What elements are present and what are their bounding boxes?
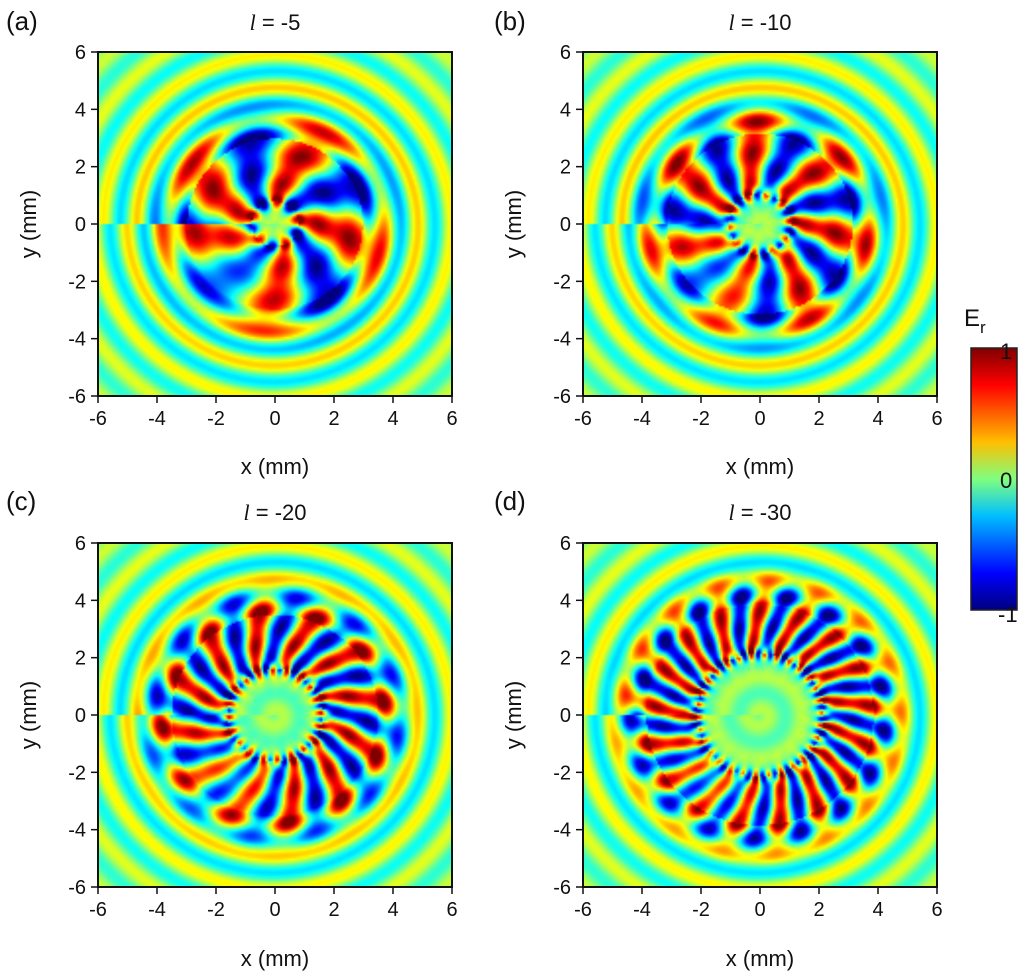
y-tick-label: -2	[553, 271, 571, 293]
colorbar-tick-label: 0	[1000, 468, 1012, 493]
y-tick-label: -6	[553, 877, 571, 899]
x-tick-label: -2	[207, 899, 225, 921]
heatmap-image	[583, 52, 937, 396]
x-tick-label: -2	[207, 408, 225, 430]
x-tick-label: 2	[328, 899, 339, 921]
x-tick-label: -6	[89, 899, 107, 921]
x-tick-label: 2	[328, 408, 339, 430]
y-tick-label: -4	[553, 820, 571, 842]
panel-title: l = -10	[729, 10, 792, 35]
y-tick-label: 2	[560, 157, 571, 179]
colorbar-gradient	[970, 347, 1018, 611]
x-tick-label: -6	[89, 408, 107, 430]
colorbar-title: Er	[964, 305, 986, 337]
x-tick-label: 4	[387, 899, 398, 921]
y-axis-label: y (mm)	[16, 190, 41, 258]
x-tick-label: -6	[574, 408, 592, 430]
y-tick-label: -6	[68, 386, 86, 408]
heatmap-image	[583, 543, 937, 887]
y-tick-label: -2	[68, 271, 86, 293]
y-tick-label: 6	[75, 42, 86, 64]
y-tick-label: 4	[560, 590, 571, 612]
y-tick-label: 2	[75, 648, 86, 670]
x-tick-label: -2	[692, 899, 710, 921]
x-tick-label: 6	[931, 408, 942, 430]
colorbar-tick-label: 1	[1000, 339, 1012, 364]
x-axis-label: x (mm)	[726, 946, 794, 971]
x-tick-label: 0	[269, 408, 280, 430]
x-tick-label: 0	[754, 899, 765, 921]
x-tick-label: 2	[813, 899, 824, 921]
panel-label: (c)	[6, 486, 36, 516]
x-tick-label: -4	[148, 408, 166, 430]
heatmap-image	[98, 543, 452, 887]
panel-label: (b)	[494, 6, 526, 36]
y-tick-label: -4	[553, 329, 571, 351]
heatmap-image	[98, 52, 452, 396]
panel-c: (c) l = -20 -6 -4 -2 0 2 4 6 -6 -4 -2 0 2 4 6 x (mm) y (m…	[6, 486, 458, 971]
x-tick-label: 0	[269, 899, 280, 921]
x-tick-label: 6	[446, 408, 457, 430]
y-tick-label: 6	[75, 533, 86, 555]
panel-d: (d) l = -30 -6 -4 -2 0 2 4 6 -6 -4 -2 0 2 4 6 x (mm) y (m…	[494, 486, 943, 971]
panel-title: l = -20	[244, 500, 307, 525]
panel-label: (d)	[494, 486, 526, 516]
x-tick-label: -6	[574, 899, 592, 921]
y-tick-label: -4	[68, 329, 86, 351]
y-tick-label: 4	[75, 99, 86, 121]
colorbar-tick-label: -1	[998, 602, 1018, 627]
x-axis-label: x (mm)	[241, 454, 309, 479]
x-tick-label: -4	[633, 408, 651, 430]
y-axis-label: y (mm)	[501, 190, 526, 258]
x-tick-label: 4	[872, 408, 883, 430]
y-tick-label: -6	[553, 386, 571, 408]
y-tick-label: 2	[75, 157, 86, 179]
y-tick-label: -2	[553, 762, 571, 784]
x-tick-label: -4	[148, 899, 166, 921]
panel-title: l = -5	[250, 10, 301, 35]
y-tick-label: 0	[75, 705, 86, 727]
x-tick-label: 6	[446, 899, 457, 921]
x-tick-label: 6	[931, 899, 942, 921]
x-tick-label: 4	[872, 899, 883, 921]
y-tick-label: 6	[560, 533, 571, 555]
y-tick-label: 0	[560, 705, 571, 727]
y-tick-label: -6	[68, 877, 86, 899]
x-axis-label: x (mm)	[241, 946, 309, 971]
x-tick-label: -2	[692, 408, 710, 430]
panel-b: (b) l = -10 -6 -4 -2 0 2 4 6 -6 -4 -2 0 2 4 6 x (mm) y (m…	[494, 6, 943, 479]
y-tick-label: -2	[68, 762, 86, 784]
x-tick-label: -4	[633, 899, 651, 921]
y-tick-label: 0	[560, 214, 571, 236]
y-tick-label: 6	[560, 42, 571, 64]
y-tick-label: 2	[560, 648, 571, 670]
y-tick-label: 4	[560, 99, 571, 121]
y-tick-label: 4	[75, 590, 86, 612]
y-axis-label: y (mm)	[501, 681, 526, 749]
panel-label: (a)	[6, 6, 38, 36]
y-tick-label: -4	[68, 820, 86, 842]
panel-a: (a) l = -5 -6 -4 -2 0 2 4 6 -6 -4 -2 0 2 4 6 x (mm) y (mm…	[6, 6, 458, 479]
x-axis-label: x (mm)	[726, 454, 794, 479]
x-tick-label: 0	[754, 408, 765, 430]
colorbar: Er 1 0 -1	[964, 305, 1018, 627]
panel-title: l = -30	[729, 500, 792, 525]
x-tick-label: 2	[813, 408, 824, 430]
y-axis-label: y (mm)	[16, 681, 41, 749]
x-tick-label: 4	[387, 408, 398, 430]
y-tick-label: 0	[75, 214, 86, 236]
